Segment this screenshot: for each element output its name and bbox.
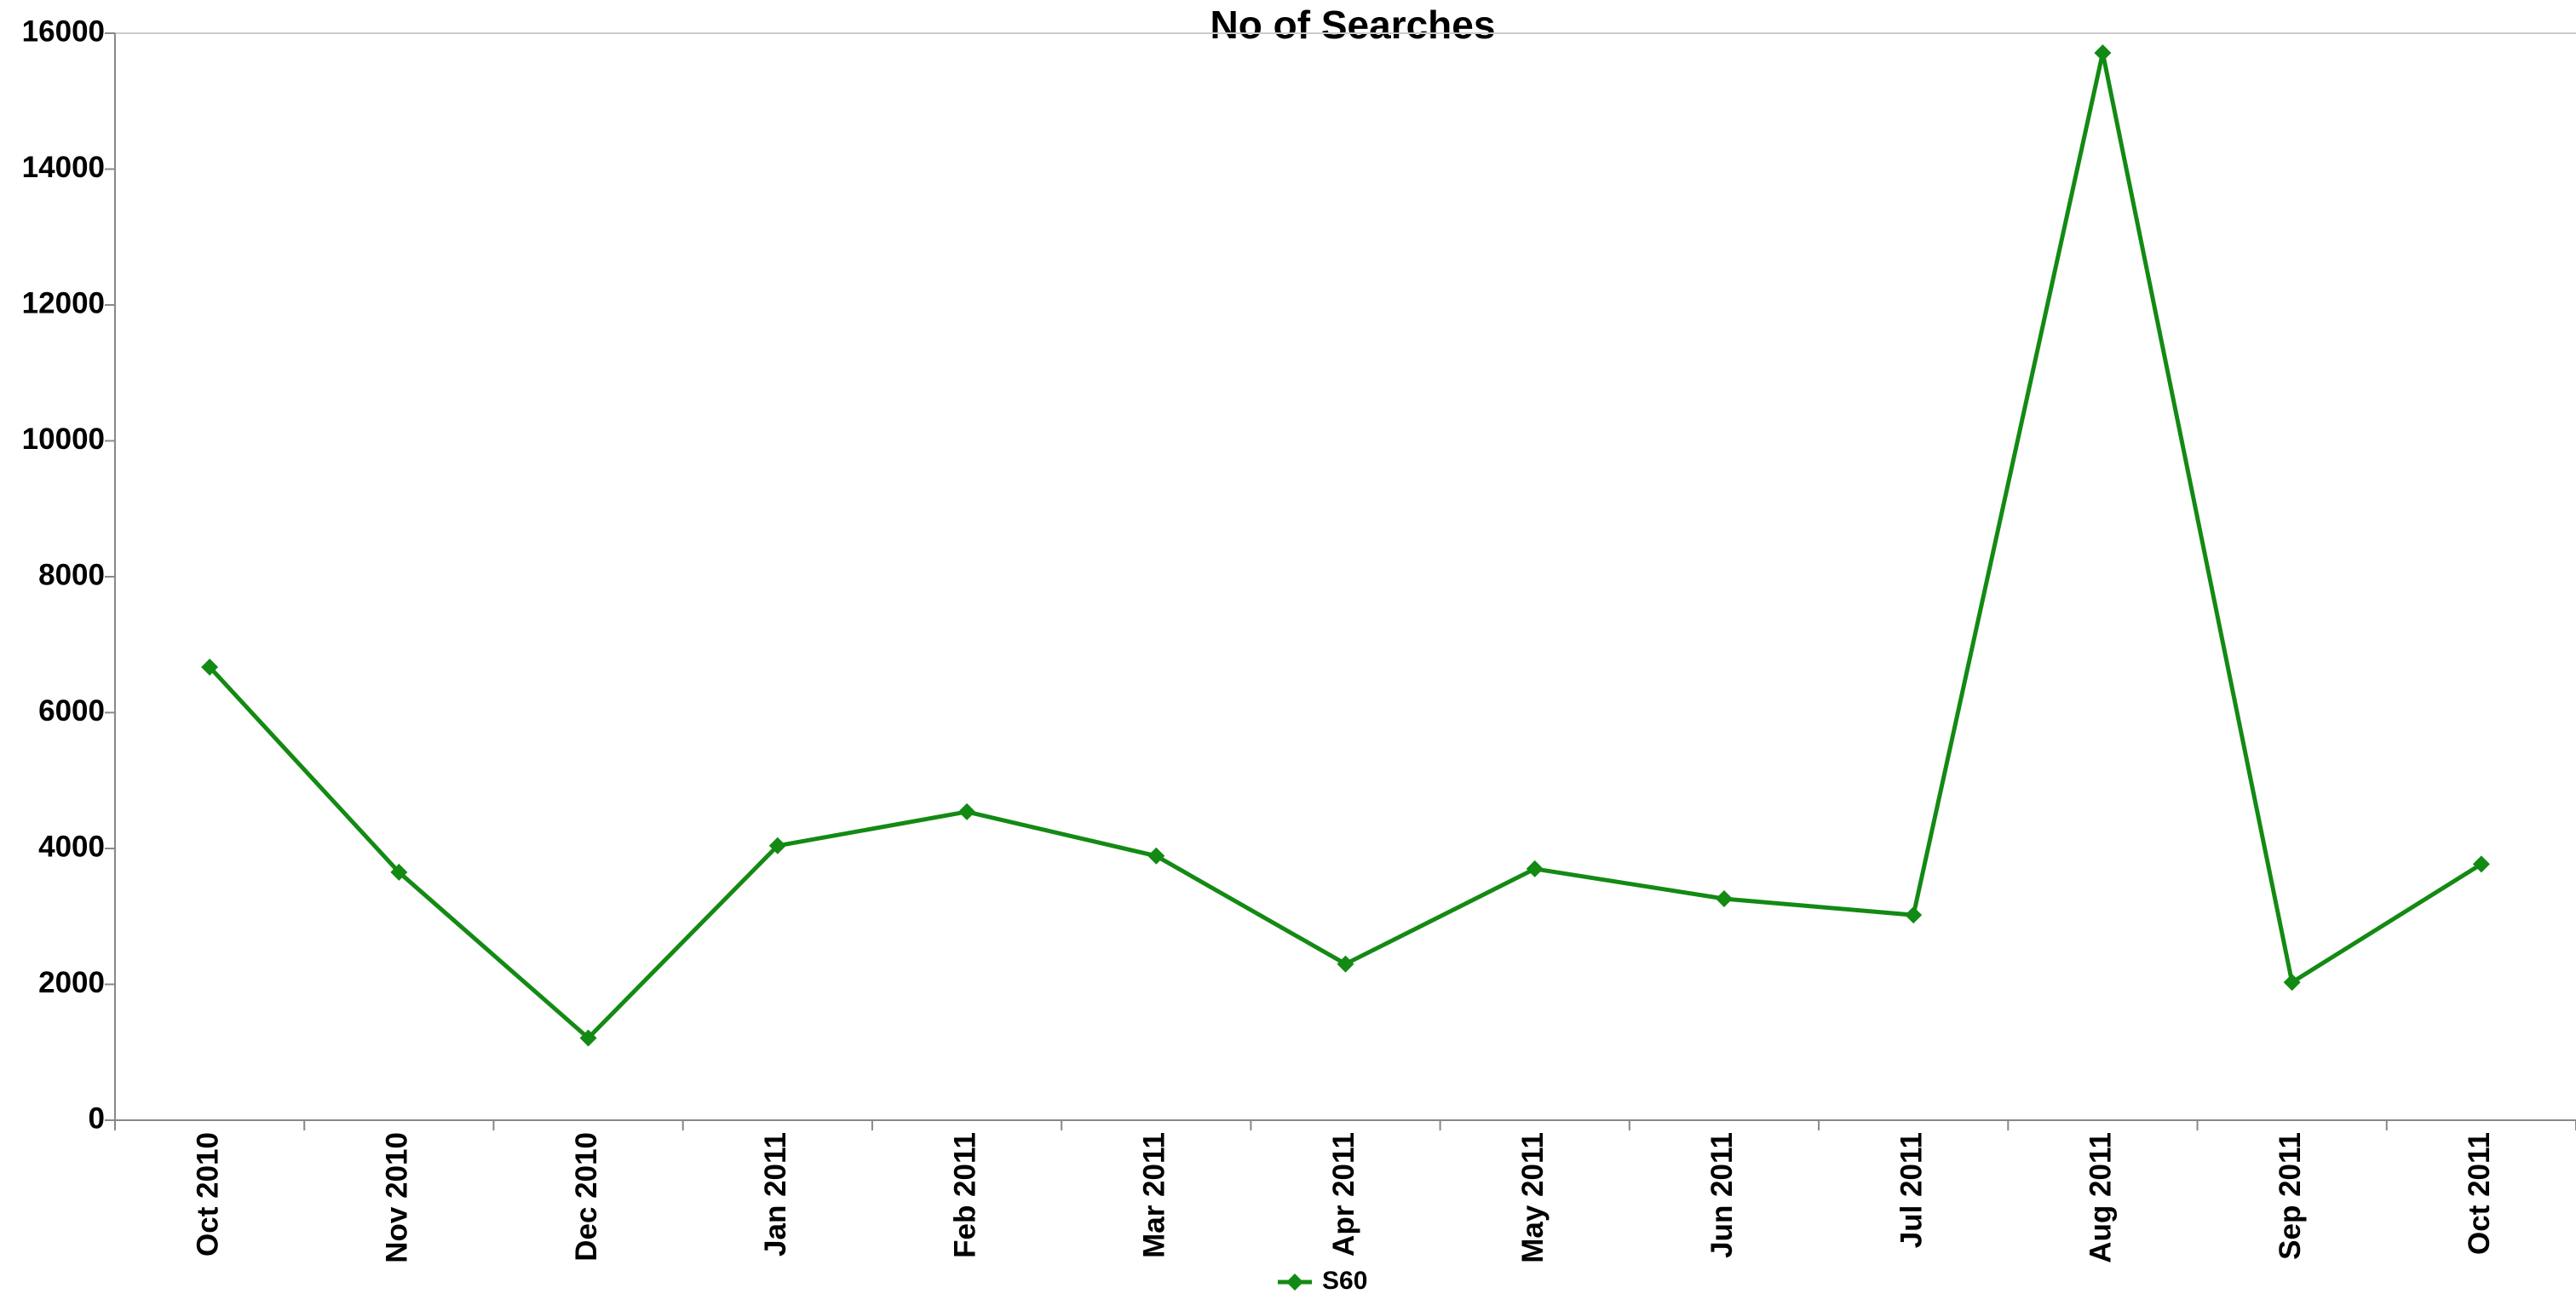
- y-tick-label: 8000: [38, 558, 105, 591]
- point: [1526, 860, 1544, 877]
- point: [2094, 44, 2112, 62]
- x-tick-label: Jul 2011: [1895, 1132, 1928, 1248]
- x-tick-label: Jan 2011: [759, 1132, 792, 1257]
- series-line: [208, 52, 2483, 1041]
- point: [958, 802, 976, 820]
- x-tick-label: Feb 2011: [948, 1132, 981, 1258]
- y-tick-label: 10000: [22, 423, 105, 456]
- y-tick-label: 2000: [38, 966, 105, 999]
- point: [1715, 890, 1733, 908]
- y-tick-label: 0: [89, 1101, 105, 1135]
- point: [2283, 974, 2301, 992]
- legend-marker: [1286, 1274, 1303, 1291]
- x-tick-label: Aug 2011: [2084, 1132, 2118, 1263]
- point: [768, 837, 786, 854]
- x-tick-label: Jun 2011: [1705, 1132, 1739, 1258]
- point: [1147, 847, 1165, 865]
- y-tick-label: 4000: [38, 830, 105, 863]
- point: [390, 863, 408, 881]
- y-tick-label: 6000: [38, 694, 105, 728]
- x-tick-label: Nov 2010: [381, 1132, 414, 1263]
- y-tick-label: 12000: [22, 286, 105, 319]
- chart-title: No of Searches: [1210, 3, 1496, 47]
- y-tick-label: 16000: [22, 14, 105, 48]
- point: [2472, 855, 2490, 873]
- point: [1337, 955, 1354, 973]
- point: [579, 1029, 597, 1047]
- x-tick-label: Dec 2010: [570, 1132, 603, 1262]
- x-tick-label: Oct 2011: [2463, 1132, 2496, 1255]
- x-tick-label: Apr 2011: [1327, 1132, 1360, 1257]
- x-tick-label: Oct 2010: [191, 1132, 224, 1257]
- x-tick-label: Sep 2011: [2274, 1132, 2307, 1260]
- y-tick-label: 14000: [22, 151, 105, 184]
- legend-label: S60: [1322, 1267, 1367, 1294]
- x-tick-label: Mar 2011: [1138, 1132, 1171, 1258]
- x-tick-label: May 2011: [1516, 1132, 1550, 1263]
- point: [1905, 906, 1923, 924]
- point: [201, 659, 219, 676]
